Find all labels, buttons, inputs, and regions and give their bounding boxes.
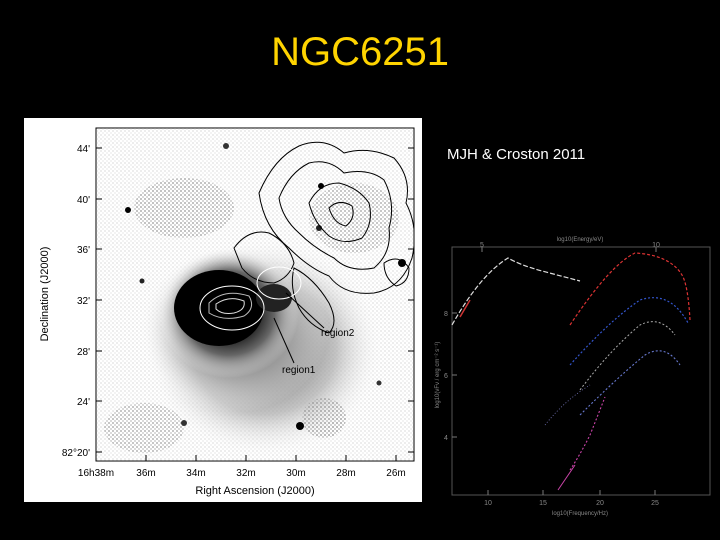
sed-top-tick: 10 [652, 242, 660, 249]
dec-tick-label: 32' [77, 296, 90, 307]
synchrotron-curve-region1 [451, 257, 581, 326]
ra-ticks: 16h38m 36m 34m 32m 30m 28m 26m [78, 455, 406, 479]
ic-curve-grey [579, 321, 676, 391]
dec-tick-label: 44' [77, 144, 90, 155]
ra-tick-label: 26m [386, 468, 405, 479]
ra-tick-label: 34m [186, 468, 205, 479]
ic-curve-blue-upper [569, 297, 689, 366]
ra-tick-label: 28m [336, 468, 355, 479]
ra-tick-label: 30m [286, 468, 305, 479]
ic-curve-faint [544, 384, 591, 426]
region2-label: region2 [321, 328, 355, 339]
dec-tick-label: 36' [77, 245, 90, 256]
citation-credit: MJH & Croston 2011 [447, 146, 586, 163]
sed-plot-frame [451, 246, 711, 496]
sky-map-image [96, 128, 414, 461]
radio-contours [233, 141, 414, 334]
slide-title: NGC6251 [271, 30, 449, 74]
dec-tick-label: 40' [77, 195, 90, 206]
dec-tick-label: 28' [77, 347, 90, 358]
ic-curve-red [569, 252, 691, 326]
region1-pointer [273, 317, 295, 364]
ra-tick-label: 16h38m [78, 468, 114, 479]
sed-plot-figure: log10(Energy/eV) 5 10 8 6 4 log10(νFν / … [430, 225, 716, 520]
sed-top-tick: 5 [480, 242, 484, 249]
dec-ticks: 44' 40' 36' 32' 28' 24' 82°20' [62, 144, 414, 459]
sed-y-tick: 8 [444, 311, 448, 318]
sky-map-svg: region2 region1 44' 40' 36' 32' 28' 24' … [39, 127, 415, 497]
region2-pointer [285, 292, 325, 329]
ic-curve-magenta [569, 396, 606, 471]
sed-x-tick: 15 [539, 500, 547, 507]
sky-map-ylabel: Declination (J2000) [39, 247, 51, 342]
region1-label: region1 [282, 365, 316, 376]
ra-tick-label: 32m [236, 468, 255, 479]
region1-ellipse [199, 285, 265, 331]
sed-x-tick: 25 [651, 500, 659, 507]
sed-x-tick: 10 [484, 500, 492, 507]
region2-ellipse [256, 266, 302, 300]
ic-curve-magenta-tail [557, 464, 576, 491]
sed-y-tick: 4 [444, 435, 448, 442]
sed-plot-svg: log10(Energy/eV) 5 10 8 6 4 log10(νFν / … [435, 237, 711, 517]
ra-tick-label: 36m [136, 468, 155, 479]
dec-tick-label: 24' [77, 397, 90, 408]
sed-ylabel: log10(νFν / erg cm⁻² s⁻¹) [435, 342, 441, 409]
dec-tick-label: 82°20' [62, 448, 90, 459]
sed-bottom-axis-label: log10(Frequency/Hz) [552, 511, 608, 517]
sky-map-figure: region2 region1 44' 40' 36' 32' 28' 24' … [24, 118, 422, 502]
sky-map-xlabel: Right Ascension (J2000) [195, 485, 314, 497]
sed-top-axis-label: log10(Energy/eV) [557, 237, 604, 243]
synchrotron-data-segment [459, 299, 471, 318]
sed-x-tick: 20 [596, 500, 604, 507]
ic-curve-blue-lower [579, 350, 681, 416]
sed-y-tick: 6 [444, 373, 448, 380]
